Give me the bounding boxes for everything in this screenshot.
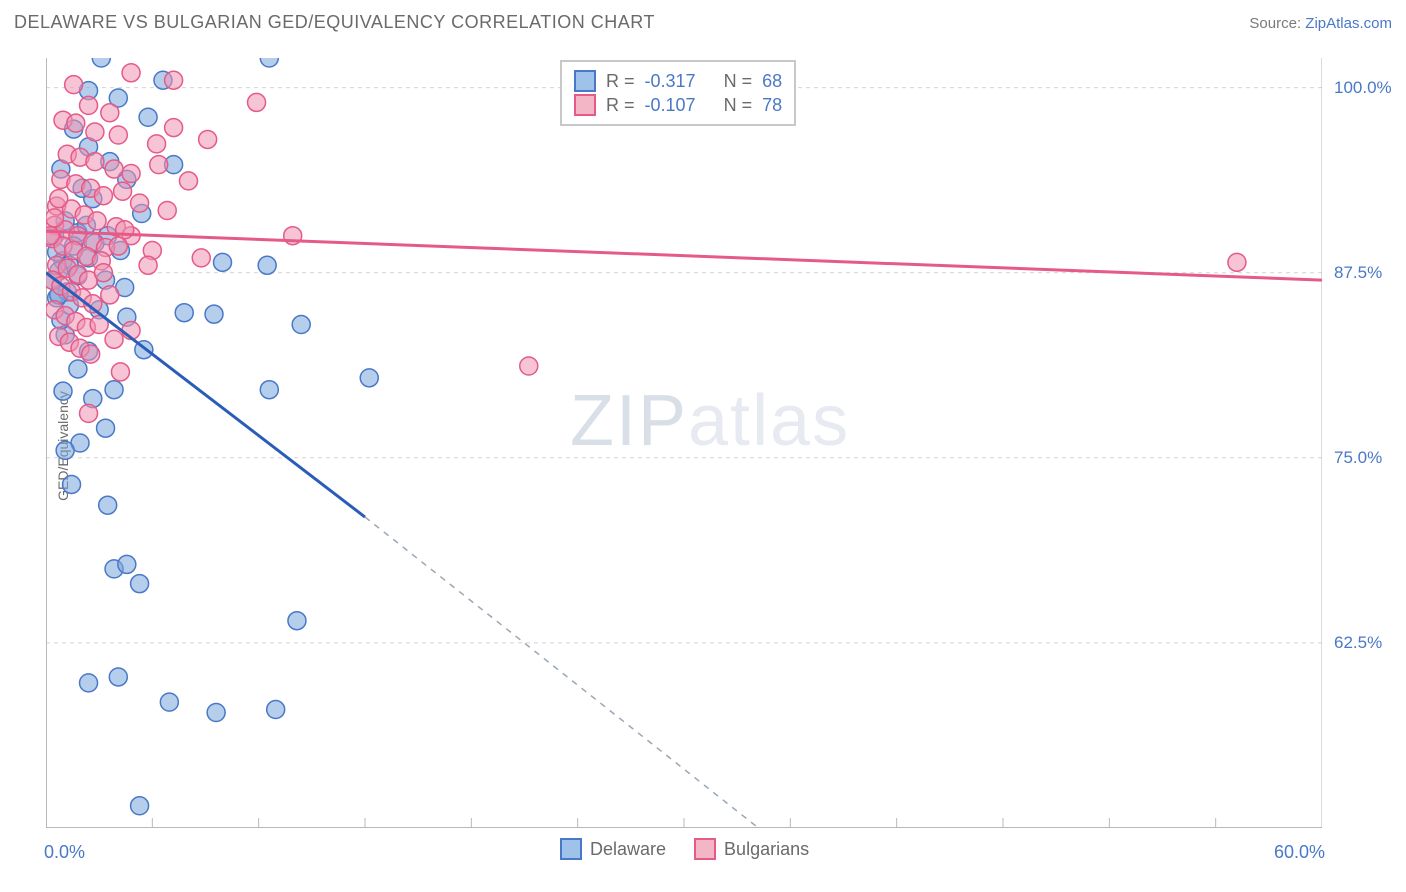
delaware-point — [160, 693, 178, 711]
bulgarians-point — [158, 202, 176, 220]
bulgarians-point — [122, 165, 140, 183]
bulgarians-point — [131, 194, 149, 212]
delaware-point — [214, 253, 232, 271]
delaware-point — [69, 360, 87, 378]
delaware-point — [360, 369, 378, 387]
delaware-point — [260, 381, 278, 399]
delaware-point — [56, 441, 74, 459]
y-tick-label: 100.0% — [1334, 78, 1392, 98]
legend-swatch — [560, 838, 582, 860]
bulgarians-point — [50, 190, 68, 208]
series-legend-item: Delaware — [560, 838, 666, 860]
delaware-point — [92, 58, 110, 67]
bulgarians-point — [111, 363, 129, 381]
y-tick-label: 87.5% — [1334, 263, 1382, 283]
bulgarians-point — [139, 256, 157, 274]
r-label: R = — [606, 95, 635, 116]
delaware-point — [205, 305, 223, 323]
bulgarians-point — [1228, 253, 1246, 271]
x-axis-min-label: 0.0% — [44, 842, 85, 863]
bulgarians-point — [65, 76, 83, 94]
delaware-point — [131, 797, 149, 815]
series-legend-item: Bulgarians — [694, 838, 809, 860]
bulgarians-point — [80, 404, 98, 422]
series-legend-label: Bulgarians — [724, 839, 809, 860]
bulgarians-point — [105, 160, 123, 178]
bulgarians-point — [520, 357, 538, 375]
bulgarians-point — [114, 182, 132, 200]
delaware-point — [63, 475, 81, 493]
bulgarians-point — [109, 237, 127, 255]
bulgarians-point — [199, 130, 217, 148]
series-legend: Delaware Bulgarians — [560, 838, 809, 860]
bulgarians-point — [86, 123, 104, 141]
correlation-legend-row: R = -0.317 N = 68 — [574, 70, 782, 92]
bulgarians-point — [101, 286, 119, 304]
bulgarians-point — [105, 330, 123, 348]
series-legend-label: Delaware — [590, 839, 666, 860]
delaware-point — [118, 555, 136, 573]
scatter-plot — [46, 58, 1322, 828]
delaware-point — [292, 316, 310, 334]
bulgarians-point — [86, 153, 104, 171]
n-value: 68 — [762, 71, 782, 92]
bulgarians-point — [94, 264, 112, 282]
bulgarians-point — [179, 172, 197, 190]
delaware-point — [54, 382, 72, 400]
delaware-point — [139, 108, 157, 126]
bulgarians-point — [116, 221, 134, 239]
legend-swatch — [694, 838, 716, 860]
bulgarians-point — [165, 71, 183, 89]
n-label: N = — [724, 95, 753, 116]
y-tick-label: 62.5% — [1334, 633, 1382, 653]
bulgarians-point — [94, 187, 112, 205]
x-axis-max-label: 60.0% — [1274, 842, 1325, 863]
source-attribution: Source: ZipAtlas.com — [1249, 15, 1392, 32]
bulgarians-point — [165, 119, 183, 137]
source-prefix: Source: — [1249, 15, 1305, 32]
correlation-legend-row: R = -0.107 N = 78 — [574, 94, 782, 116]
bulgarians-point — [148, 135, 166, 153]
bulgarians-point — [46, 227, 59, 245]
bulgarians-point — [248, 93, 266, 111]
bulgarians-point — [192, 249, 210, 267]
plot-svg — [46, 58, 1322, 828]
n-value: 78 — [762, 95, 782, 116]
bulgarians-point — [80, 96, 98, 114]
r-value: -0.107 — [645, 95, 696, 116]
bulgarians-point — [82, 345, 100, 363]
y-tick-label: 75.0% — [1334, 448, 1382, 468]
bulgarians-point — [101, 104, 119, 122]
correlation-legend: R = -0.317 N = 68 R = -0.107 N = 78 — [560, 60, 796, 126]
delaware-point — [99, 496, 117, 514]
delaware-trendline-extrap — [365, 517, 758, 828]
source-link[interactable]: ZipAtlas.com — [1305, 15, 1392, 32]
delaware-point — [131, 575, 149, 593]
n-label: N = — [724, 71, 753, 92]
bulgarians-point — [88, 212, 106, 230]
bulgarians-point — [67, 114, 85, 132]
bulgarians-point — [150, 156, 168, 174]
r-label: R = — [606, 71, 635, 92]
bulgarians-point — [122, 64, 140, 82]
bulgarians-trendline — [46, 231, 1322, 280]
chart-title: DELAWARE VS BULGARIAN GED/EQUIVALENCY CO… — [14, 12, 655, 33]
delaware-point — [207, 704, 225, 722]
delaware-point — [267, 701, 285, 719]
delaware-point — [97, 419, 115, 437]
delaware-point — [288, 612, 306, 630]
legend-swatch — [574, 94, 596, 116]
delaware-point — [258, 256, 276, 274]
legend-swatch — [574, 70, 596, 92]
bulgarians-point — [46, 209, 64, 227]
r-value: -0.317 — [645, 71, 696, 92]
delaware-point — [80, 674, 98, 692]
delaware-point — [260, 58, 278, 67]
delaware-point — [105, 381, 123, 399]
delaware-point — [109, 668, 127, 686]
bulgarians-point — [109, 126, 127, 144]
delaware-point — [175, 304, 193, 322]
